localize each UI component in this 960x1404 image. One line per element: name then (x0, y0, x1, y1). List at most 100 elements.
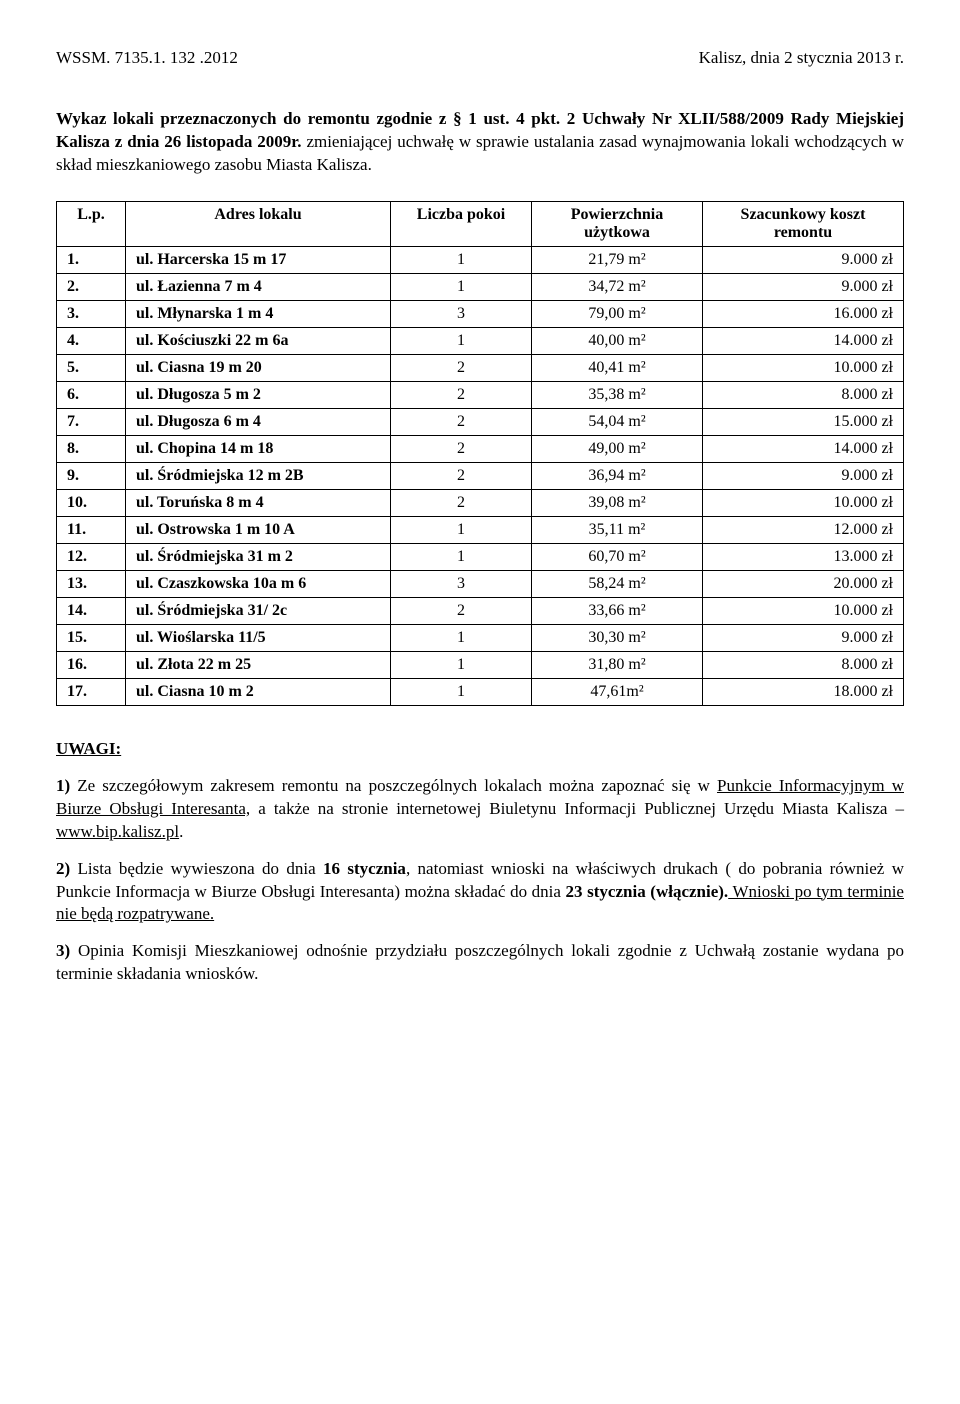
note-2: 2) Lista będzie wywieszona do dnia 16 st… (56, 858, 904, 927)
table-header-row: L.p. Adres lokalu Liczba pokoi Powierzch… (57, 201, 904, 246)
place-and-date: Kalisz, dnia 2 stycznia 2013 r. (699, 48, 904, 68)
note-2-bold-1: 16 stycznia (323, 859, 406, 878)
cell-cost: 14.000 zł (703, 327, 904, 354)
cell-area: 49,00 m² (532, 435, 703, 462)
note-2-text-a: Lista będzie wywieszona do dnia (70, 859, 323, 878)
cell-lp: 8. (57, 435, 126, 462)
cell-cost: 9.000 zł (703, 462, 904, 489)
cell-cost: 14.000 zł (703, 435, 904, 462)
cell-rooms: 1 (391, 273, 532, 300)
cell-rooms: 2 (391, 354, 532, 381)
cell-lp: 10. (57, 489, 126, 516)
table-row: 15.ul. Wioślarska 11/5130,30 m²9.000 zł (57, 624, 904, 651)
cell-lp: 11. (57, 516, 126, 543)
cell-area: 34,72 m² (532, 273, 703, 300)
note-3-text: Opinia Komisji Mieszkaniowej odnośnie pr… (56, 941, 904, 983)
cell-lp: 15. (57, 624, 126, 651)
cell-area: 60,70 m² (532, 543, 703, 570)
cell-cost: 10.000 zł (703, 489, 904, 516)
note-1-link: www.bip.kalisz.pl (56, 822, 179, 841)
table-row: 17.ul. Ciasna 10 m 2147,61m²18.000 zł (57, 678, 904, 705)
premises-table: L.p. Adres lokalu Liczba pokoi Powierzch… (56, 201, 904, 706)
col-rooms: Liczba pokoi (391, 201, 532, 246)
cell-rooms: 1 (391, 678, 532, 705)
cell-area: 21,79 m² (532, 246, 703, 273)
cell-rooms: 1 (391, 516, 532, 543)
cell-lp: 2. (57, 273, 126, 300)
cell-rooms: 1 (391, 651, 532, 678)
cell-cost: 15.000 zł (703, 408, 904, 435)
note-3-prefix: 3) (56, 941, 70, 960)
intro-paragraph: Wykaz lokali przeznaczonych do remontu z… (56, 108, 904, 177)
cell-cost: 20.000 zł (703, 570, 904, 597)
note-1-text-b: a także na stronie internetowej Biuletyn… (250, 799, 904, 818)
cell-cost: 13.000 zł (703, 543, 904, 570)
cell-cost: 9.000 zł (703, 624, 904, 651)
cell-rooms: 2 (391, 435, 532, 462)
cell-lp: 7. (57, 408, 126, 435)
cell-address: ul. Kościuszki 22 m 6a (126, 327, 391, 354)
cell-rooms: 2 (391, 489, 532, 516)
cell-rooms: 1 (391, 624, 532, 651)
cell-address: ul. Młynarska 1 m 4 (126, 300, 391, 327)
cell-address: ul. Śródmiejska 12 m 2B (126, 462, 391, 489)
cell-lp: 13. (57, 570, 126, 597)
col-address: Adres lokalu (126, 201, 391, 246)
reference-number: WSSM. 7135.1. 132 .2012 (56, 48, 238, 68)
cell-address: ul. Łazienna 7 m 4 (126, 273, 391, 300)
table-row: 2.ul. Łazienna 7 m 4134,72 m²9.000 zł (57, 273, 904, 300)
col-area: Powierzchnia użytkowa (532, 201, 703, 246)
table-row: 8.ul. Chopina 14 m 18249,00 m²14.000 zł (57, 435, 904, 462)
cell-lp: 14. (57, 597, 126, 624)
cell-address: ul. Ciasna 10 m 2 (126, 678, 391, 705)
table-row: 3.ul. Młynarska 1 m 4379,00 m²16.000 zł (57, 300, 904, 327)
cell-lp: 16. (57, 651, 126, 678)
cell-address: ul. Ciasna 19 m 20 (126, 354, 391, 381)
note-1-text-a: Ze szczegółowym zakresem remontu na posz… (70, 776, 717, 795)
cell-address: ul. Toruńska 8 m 4 (126, 489, 391, 516)
cell-address: ul. Długosza 5 m 2 (126, 381, 391, 408)
cell-area: 40,00 m² (532, 327, 703, 354)
table-row: 11.ul. Ostrowska 1 m 10 A135,11 m²12.000… (57, 516, 904, 543)
table-row: 13.ul. Czaszkowska 10a m 6358,24 m²20.00… (57, 570, 904, 597)
cell-area: 39,08 m² (532, 489, 703, 516)
table-row: 6.ul. Długosza 5 m 2235,38 m²8.000 zł (57, 381, 904, 408)
cell-lp: 5. (57, 354, 126, 381)
table-row: 14.ul. Śródmiejska 31/ 2c233,66 m²10.000… (57, 597, 904, 624)
cell-address: ul. Śródmiejska 31 m 2 (126, 543, 391, 570)
document-header: WSSM. 7135.1. 132 .2012 Kalisz, dnia 2 s… (56, 48, 904, 68)
cell-cost: 8.000 zł (703, 651, 904, 678)
cell-area: 35,11 m² (532, 516, 703, 543)
cell-rooms: 1 (391, 246, 532, 273)
table-row: 1.ul. Harcerska 15 m 17121,79 m²9.000 zł (57, 246, 904, 273)
cell-area: 35,38 m² (532, 381, 703, 408)
cell-cost: 18.000 zł (703, 678, 904, 705)
cell-area: 33,66 m² (532, 597, 703, 624)
cell-rooms: 2 (391, 381, 532, 408)
note-3: 3) Opinia Komisji Mieszkaniowej odnośnie… (56, 940, 904, 986)
table-row: 5.ul. Ciasna 19 m 20240,41 m²10.000 zł (57, 354, 904, 381)
cell-area: 54,04 m² (532, 408, 703, 435)
cell-area: 58,24 m² (532, 570, 703, 597)
cell-rooms: 3 (391, 570, 532, 597)
cell-area: 36,94 m² (532, 462, 703, 489)
cell-area: 79,00 m² (532, 300, 703, 327)
cell-address: ul. Czaszkowska 10a m 6 (126, 570, 391, 597)
cell-cost: 12.000 zł (703, 516, 904, 543)
cell-lp: 4. (57, 327, 126, 354)
cell-lp: 17. (57, 678, 126, 705)
cell-address: ul. Złota 22 m 25 (126, 651, 391, 678)
col-cost: Szacunkowy koszt remontu (703, 201, 904, 246)
note-1-text-c: . (179, 822, 183, 841)
table-row: 10.ul. Toruńska 8 m 4239,08 m²10.000 zł (57, 489, 904, 516)
cell-lp: 3. (57, 300, 126, 327)
cell-lp: 12. (57, 543, 126, 570)
cell-rooms: 2 (391, 462, 532, 489)
notes-section: UWAGI: 1) Ze szczegółowym zakresem remon… (56, 738, 904, 986)
cell-cost: 10.000 zł (703, 597, 904, 624)
cell-rooms: 3 (391, 300, 532, 327)
table-row: 12.ul. Śródmiejska 31 m 2160,70 m²13.000… (57, 543, 904, 570)
cell-lp: 9. (57, 462, 126, 489)
cell-lp: 1. (57, 246, 126, 273)
cell-cost: 16.000 zł (703, 300, 904, 327)
